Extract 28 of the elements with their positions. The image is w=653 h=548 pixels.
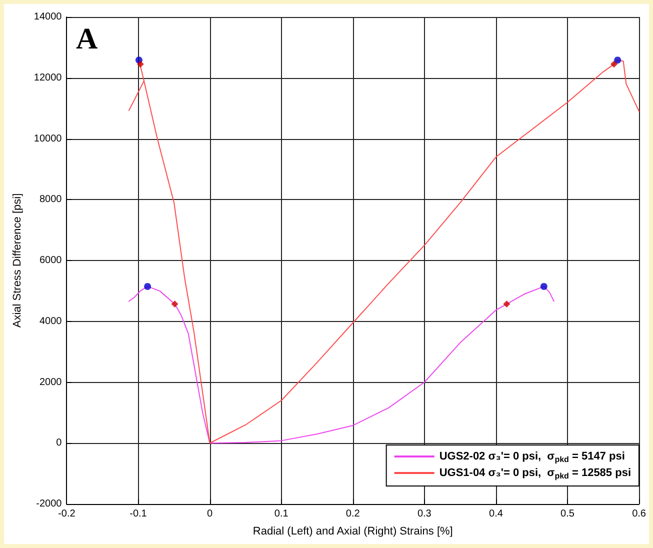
y-tick-label: 0	[56, 438, 62, 449]
annotation: A	[76, 22, 98, 56]
point	[144, 282, 152, 290]
y-tick-label: -2000	[36, 498, 62, 510]
y-tick-label: 8000	[39, 194, 62, 206]
x-tick-label: -0.2	[58, 508, 76, 520]
y-tick-label: 12000	[34, 72, 62, 84]
x-tick-label: -0.1	[130, 508, 148, 520]
y-tick-label: 2000	[39, 376, 62, 388]
x-tick-label: 0.2	[346, 508, 360, 520]
point	[540, 282, 548, 290]
y-tick-label: 4000	[39, 316, 62, 327]
point	[503, 300, 510, 308]
x-tick-label: 0.6	[632, 508, 646, 520]
y-tick-label: 10000	[34, 133, 62, 144]
y-tick-label: 14000	[34, 12, 62, 22]
x-tick-label: 0.4	[489, 508, 504, 520]
point	[136, 60, 144, 68]
y-tick-label: 6000	[39, 255, 62, 266]
x-tick-label: 0.1	[274, 508, 289, 520]
x-tick-label: 0.5	[560, 508, 575, 520]
point	[610, 60, 618, 68]
point	[614, 56, 622, 64]
x-tick-label: 0.3	[417, 508, 432, 520]
y-axis-title: Axial Stress Difference [psi]	[12, 193, 24, 328]
x-axis-title: Radial (Left) and Axial (Right) Strains [%]	[252, 526, 453, 538]
point	[171, 300, 178, 308]
x-tick-label: 0	[207, 508, 214, 520]
